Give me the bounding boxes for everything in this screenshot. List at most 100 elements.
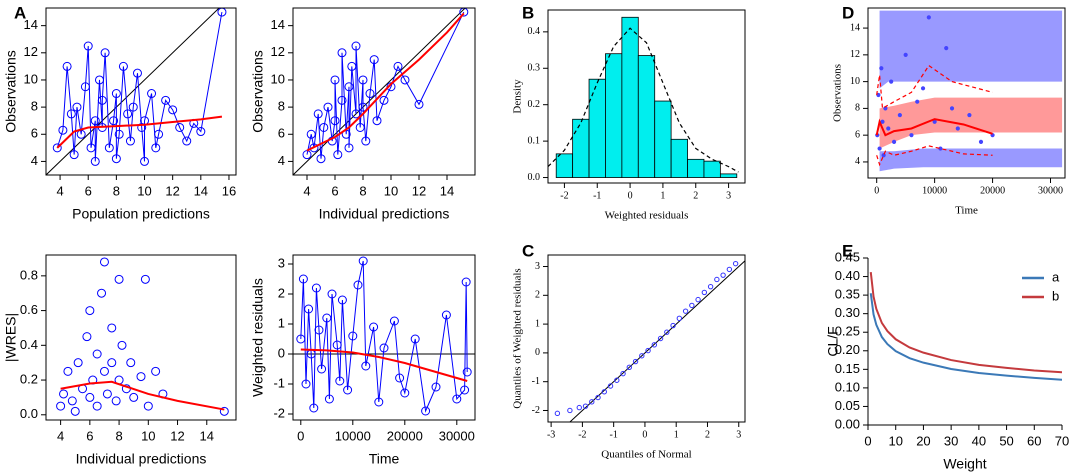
panel: 4 6 8 10 12 14 4 6 8 10 12 14 Individual predictions…: [250, 7, 476, 222]
point: [161, 95, 171, 105]
point: [319, 122, 329, 132]
point: [83, 41, 93, 51]
x-axis-label: Individual predictions: [76, 451, 207, 467]
point: [304, 304, 314, 314]
point: [168, 105, 178, 115]
trend-line: [56, 115, 223, 149]
x-tick-label: -3: [547, 429, 555, 440]
point: [136, 372, 146, 382]
point: [337, 48, 347, 58]
point: [85, 392, 95, 402]
trend-line: [869, 271, 1062, 374]
x-tick-label: 3: [736, 429, 741, 440]
panel: 0 10 20 30 40 50 60 70 0.00 0.05 0.10 0.15 0.20 0.25 0…: [825, 249, 1070, 471]
point: [118, 61, 128, 71]
point: [344, 143, 354, 153]
x-tick-label: -1: [609, 429, 617, 440]
x-tick-label: 2: [693, 190, 698, 201]
x-tick-label: 4: [56, 183, 63, 198]
point: [720, 272, 726, 278]
x-tick-label: 70: [1055, 433, 1069, 448]
point: [147, 89, 157, 99]
trend-line: [548, 27, 739, 173]
point: [111, 89, 121, 99]
trend-line: [869, 293, 1062, 381]
point: [62, 61, 72, 71]
y-tick-label: 0.15: [835, 361, 860, 376]
x-axis-label: Weighted residuals: [605, 210, 689, 222]
x-tick-label: 14: [200, 428, 214, 443]
point: [324, 394, 334, 404]
y-tick-label: 10: [271, 71, 285, 86]
bar: [670, 138, 688, 178]
panel: 4 6 8 10 12 14 0.0 0.2 0.4 0.6 0.8 Individual predi…: [3, 254, 237, 467]
x-tick-label: 8: [113, 183, 120, 198]
x-tick-label: 10: [137, 183, 151, 198]
band: [879, 97, 1063, 149]
point: [695, 296, 701, 303]
point: [358, 75, 368, 85]
y-axis-label: |WRES|: [3, 313, 19, 362]
point: [72, 102, 82, 112]
x-tick-label: 0: [628, 190, 633, 201]
point: [298, 274, 308, 284]
frame: [45, 254, 237, 421]
x-tick-label: 0: [874, 185, 879, 196]
point: [589, 399, 595, 405]
point: [97, 95, 107, 105]
trend-line: [875, 118, 993, 137]
point: [111, 396, 121, 406]
point: [344, 82, 354, 92]
x-tick-label: 6: [85, 183, 92, 198]
y-tick-label: 0.0: [528, 172, 541, 183]
point: [109, 116, 119, 126]
y-tick-label: 8: [31, 99, 38, 114]
plot-area: [875, 10, 1063, 172]
point: [125, 136, 135, 146]
point: [82, 332, 92, 342]
point: [313, 109, 323, 119]
point: [302, 150, 312, 160]
point: [897, 112, 902, 118]
x-tick-label: 0: [864, 433, 871, 448]
point: [689, 302, 695, 309]
point: [154, 129, 164, 139]
point: [111, 154, 121, 164]
bar: [572, 118, 590, 178]
y-tick-label: 3: [278, 255, 285, 270]
bar: [637, 55, 656, 178]
point: [452, 394, 462, 404]
y-tick-label: 0.4: [20, 337, 38, 352]
point: [676, 315, 683, 322]
x-tick-label: 10: [384, 183, 398, 198]
point: [314, 325, 324, 335]
plot-area: [554, 260, 745, 422]
point: [63, 366, 73, 376]
y-tick-label: 0.30: [835, 305, 860, 320]
x-tick-label: 4: [57, 428, 64, 443]
y-tick-label: -1: [532, 376, 540, 387]
point: [891, 139, 897, 144]
plot-area: [56, 257, 229, 416]
y-tick-label: 8: [278, 99, 285, 114]
point: [879, 66, 884, 71]
point: [657, 335, 664, 342]
x-tick-label: 20000: [980, 185, 1005, 196]
point: [889, 79, 894, 84]
point: [100, 48, 110, 58]
frame: [292, 7, 476, 176]
point: [104, 143, 114, 153]
y-tick-label: 10: [850, 76, 860, 87]
point: [601, 389, 607, 395]
x-tick-label: 12: [412, 183, 426, 198]
point: [309, 403, 319, 413]
y-tick-label: 0.2: [528, 99, 541, 110]
y-tick-label: 0.6: [20, 302, 38, 317]
point: [462, 367, 472, 377]
y-tick-label: 0.10: [835, 379, 860, 394]
panel-label: C: [522, 241, 534, 260]
x-tick-label: 14: [194, 183, 208, 198]
y-tick-label: 12: [850, 49, 860, 60]
point: [358, 102, 368, 112]
point: [323, 102, 333, 112]
